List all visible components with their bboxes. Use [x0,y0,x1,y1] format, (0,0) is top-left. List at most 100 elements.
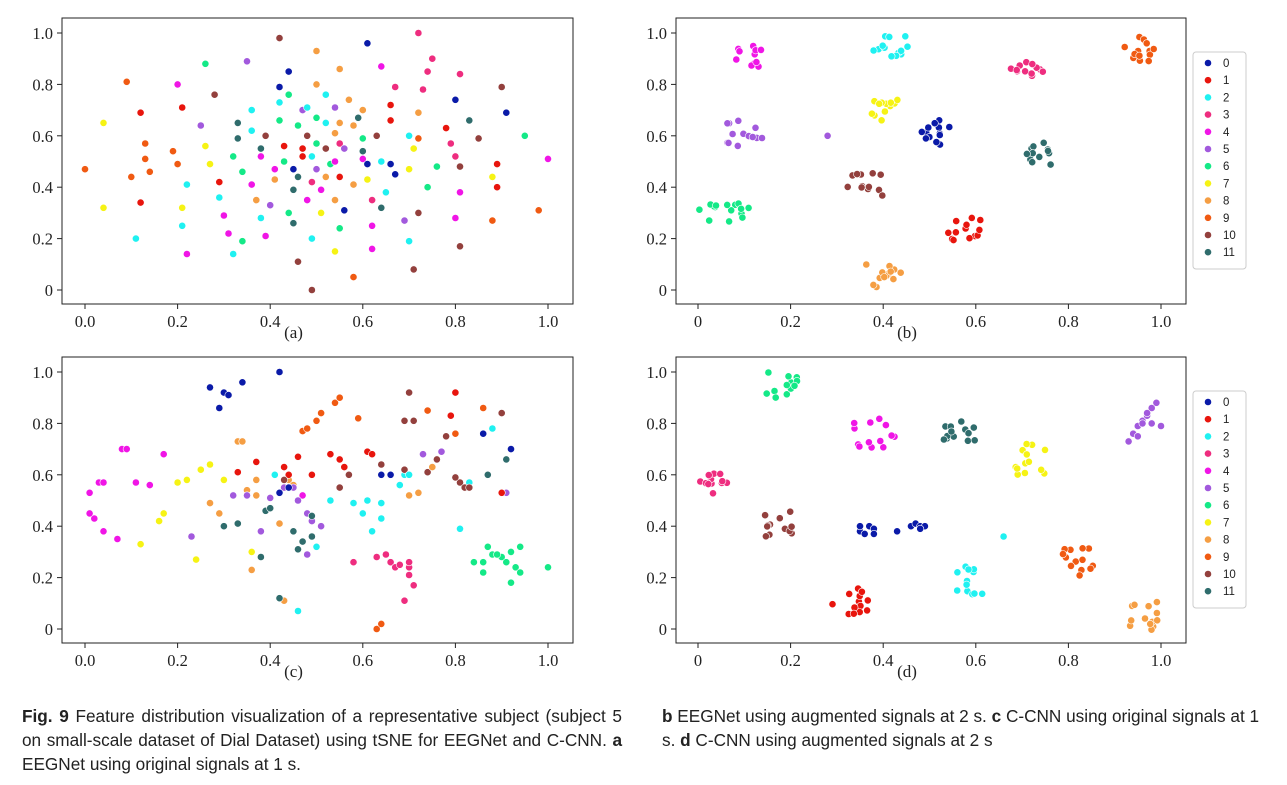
scatter-point [294,545,302,554]
scatter-point [414,134,423,143]
scatter-point [1153,598,1161,606]
scatter-point [247,106,256,114]
scatter-point [705,216,714,225]
scatter-point [428,463,437,471]
scatter-point [391,83,400,91]
scatter-point [127,172,136,181]
scatter-point [451,152,460,161]
scatter-point [289,219,298,228]
legend-marker [1204,501,1212,510]
scatter-point [507,548,515,556]
scatter-point [1120,43,1129,51]
scatter-point [964,436,972,445]
scatter-point [358,509,367,518]
scatter-point [479,404,488,412]
scatter-point [354,113,363,122]
scatter-point [414,208,423,217]
scatter-point [349,273,358,281]
scatter-point [280,142,288,150]
scatter-point [456,524,464,533]
scatter-point [256,214,265,222]
scatter-point [456,478,464,487]
scatter-point [497,488,506,497]
scatter-point [284,483,293,492]
scatter-point [368,221,376,230]
scatter-point [363,175,372,184]
scatter-point [858,587,866,596]
legend-marker [1204,432,1212,441]
scatter-point [215,404,224,412]
scatter-point [882,421,890,429]
legend-marker [1204,552,1212,561]
scatter-point [270,165,279,174]
scatter-point [949,236,958,244]
scatter-point [868,169,877,178]
scatter-point [377,460,386,469]
scatter-point [502,558,511,567]
y-tick-label: 0.8 [646,414,667,433]
scatter-point [409,581,418,590]
legend-marker [1204,162,1212,171]
scatter-point [917,127,926,136]
scatter-point [962,220,971,229]
scatter-point [488,172,497,181]
scatter-point [196,465,205,474]
x-tick-label: 0.6 [352,312,373,331]
scatter-point [169,147,177,156]
y-tick-label: 0.2 [646,230,667,249]
legend-marker [1204,145,1212,153]
scatter-point [317,208,325,217]
scatter-point [206,499,214,507]
scatter-point [782,390,791,399]
scatter-point [354,414,363,423]
legend: 0 1 2 3 4 5 6 7 8 9 10 11 [1192,51,1247,270]
scatter-point [247,548,256,556]
scatter-point [886,98,895,107]
scatter-point [456,162,464,171]
legend-marker [1204,213,1212,222]
scatter-point [724,138,733,147]
scatter-point [321,172,330,181]
legend-label: 2 [1223,431,1229,443]
scatter-point [377,470,386,479]
x-tick-label: 0.2 [167,651,188,670]
scatter-point [312,113,321,122]
scatter-point [1037,465,1046,474]
scatter-point [469,558,478,567]
scatter-point [880,273,889,281]
scatter-point [99,203,108,212]
legend-marker [1204,466,1212,475]
scatter-point [224,391,233,399]
legend-label: 11 [1223,586,1235,598]
x-tick-label: 0.2 [780,312,801,331]
legend-label: 0 [1223,397,1229,409]
y-tick-label: 1.0 [646,24,667,43]
scatter-point [192,555,200,564]
scatter-point [1157,422,1165,430]
scatter-point [479,429,488,438]
x-tick-label: 0.6 [965,312,986,331]
scatter-point [368,244,376,253]
y-tick-label: 1.0 [646,363,667,382]
scatter-point [752,58,761,66]
scatter-point [442,432,450,441]
scatter-point [771,393,780,402]
scatter-point [534,206,543,215]
scatter-point [734,116,743,125]
y-tick-label: 0.4 [32,178,53,197]
legend-label: 5 [1223,483,1229,495]
scatter-point [790,381,799,390]
scatter-point [1078,544,1087,553]
scatter-point [428,54,437,63]
scatter-point [409,416,418,425]
scatter-point [386,101,395,109]
caption-bold-text: a [612,730,622,750]
panel-label: (b) [897,323,917,342]
caption-text: EEGNet using augmented signals at 2 s. [672,706,992,726]
scatter-point [386,558,395,567]
scatter-point [1144,57,1153,65]
scatter-point [423,67,432,76]
scatter-point [876,170,885,179]
scatter-point [210,90,219,99]
scatter-point [764,368,773,377]
